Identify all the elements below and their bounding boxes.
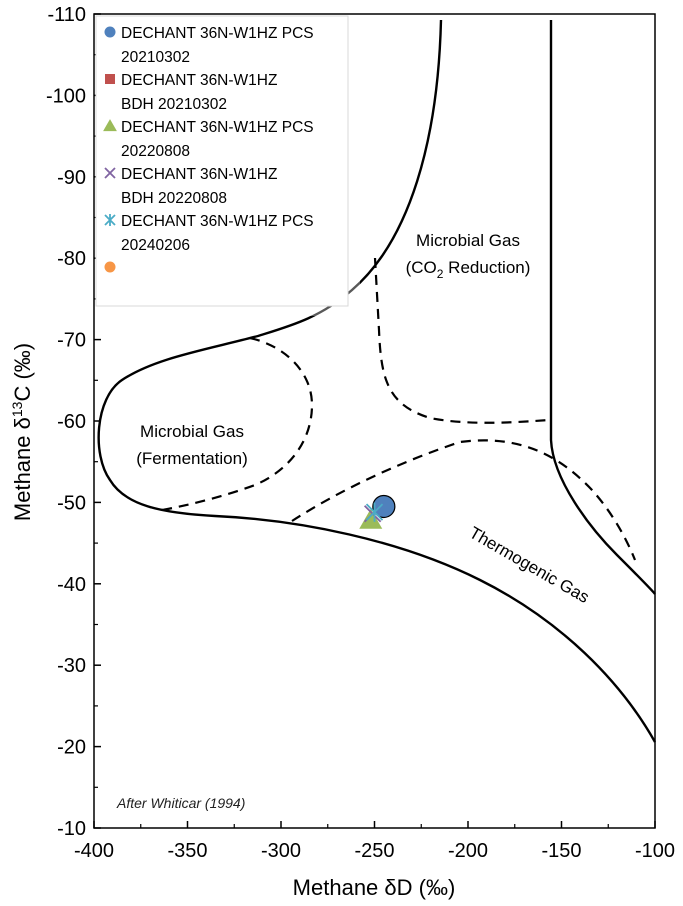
upper-right-boundary	[549, 20, 656, 595]
y-tick-label: -110	[47, 4, 86, 26]
y-tick-label: -20	[57, 737, 86, 759]
thermogenic-dashed	[291, 439, 637, 561]
co2-reduction-label-line1: Microbial Gas	[416, 231, 520, 250]
y-tick-label: -90	[57, 167, 86, 189]
upper-left-boundary	[97, 19, 657, 743]
co2-reduction-label-line2: (CO2 Reduction)	[406, 258, 531, 281]
data-points	[359, 494, 396, 529]
legend-marker-3	[103, 119, 117, 132]
y-tick-label: -40	[57, 574, 86, 596]
y-tick-label: -50	[57, 492, 86, 514]
data-point-series-5	[365, 502, 384, 522]
x-tick-label: -250	[354, 840, 394, 862]
fermentation-label-line1: Microbial Gas	[140, 422, 244, 441]
x-tick-label: -100	[635, 840, 675, 862]
data-point-series-3	[359, 508, 383, 529]
legend-label-line2: 20220808	[121, 143, 190, 160]
legend-label-line1: DECHANT 36N-W1HZ PCS	[121, 213, 314, 230]
x-tick-label: -150	[541, 840, 581, 862]
legend-label-line1: DECHANT 36N-W1HZ PCS	[121, 25, 314, 42]
fermentation-label-line2: (Fermentation)	[136, 449, 247, 468]
x-tick-label: -350	[167, 840, 207, 862]
legend-marker-5	[104, 214, 116, 226]
legend-marker-1	[104, 26, 116, 38]
y-axis-title: Methane δ13C (‰)	[9, 343, 35, 521]
legend-marker-2	[105, 74, 115, 84]
data-point-series-1	[372, 494, 396, 519]
legend-box	[95, 15, 349, 307]
legend-marker-6	[104, 261, 116, 273]
x-tick-label: -300	[261, 840, 301, 862]
legend: DECHANT 36N-W1HZ PCS 20210302 DECHANT 36N-…	[95, 15, 360, 316]
y-tick-label: -10	[57, 818, 86, 840]
region-dashed-boundaries	[161, 257, 637, 561]
legend-label-line1: DECHANT 36N-W1HZ	[121, 72, 277, 89]
y-tick-label: -80	[57, 248, 86, 270]
legend-label-line2: BDH 20220808	[121, 190, 227, 207]
tick-labels: -10 -20 -30 -40 -50 -60 -70 -80 -90 -100 -110 -400 -…	[46, 4, 675, 862]
x-tick-label: -200	[448, 840, 488, 862]
chart-credit: After Whiticar (1994)	[116, 795, 245, 811]
legend-label-line1: DECHANT 36N-W1HZ	[121, 166, 277, 183]
region-boundaries	[97, 19, 657, 743]
y-tick-label: -60	[57, 411, 86, 433]
y-tick-label: -30	[57, 655, 86, 677]
fermentation-dashed	[161, 336, 314, 512]
legend-label-line2: BDH 20210302	[121, 96, 227, 113]
co2-reduction-dashed	[373, 257, 550, 424]
x-axis-title: Methane δD (‰)	[293, 875, 456, 900]
legend-label-line2: 20240206	[121, 237, 190, 254]
x-tick-label: -400	[74, 840, 114, 862]
legend-marker-4	[104, 167, 116, 179]
y-tick-label: -70	[57, 330, 86, 352]
legend-label-line2: 20210302	[121, 49, 190, 66]
y-tick-label: -100	[46, 85, 86, 107]
legend-label-line1: DECHANT 36N-W1HZ PCS	[121, 119, 314, 136]
